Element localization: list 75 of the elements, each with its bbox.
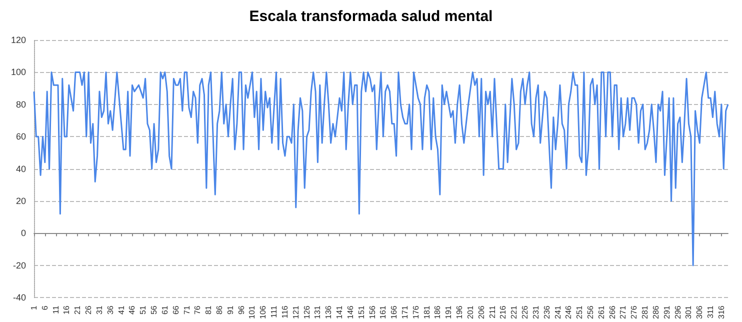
x-tick-label: 151 [356, 305, 366, 320]
x-tick-label: 311 [706, 305, 716, 318]
y-tick-label: 0 [20, 228, 26, 238]
x-tick-label: 126 [302, 305, 312, 320]
y-tick-label: -40 [12, 292, 26, 303]
x-tick-label: 281 [640, 305, 650, 320]
x-tick-label: 1 [30, 305, 38, 310]
x-tick-label: 251 [575, 305, 584, 320]
x-tick-label: 46 [128, 305, 137, 315]
x-tick-label: 306 [695, 305, 704, 320]
x-tick-label: 191 [444, 305, 454, 320]
x-tick-label: 81 [204, 305, 214, 315]
y-tick-label: 20 [16, 196, 26, 206]
x-tick-label: 271 [618, 305, 628, 320]
x-tick-label: 201 [466, 305, 475, 320]
x-tick-label: 6 [40, 305, 50, 310]
x-tick-label: 181 [422, 305, 432, 320]
x-tick-label: 61 [160, 305, 170, 315]
x-tick-label: 286 [651, 305, 660, 320]
x-tick-label: 96 [236, 305, 246, 315]
x-tick-label: 31 [94, 305, 104, 315]
x-tick-label: 56 [150, 305, 159, 315]
x-tick-label: 186 [433, 305, 442, 320]
x-tick-label: 316 [716, 305, 726, 320]
line-series [33, 71, 729, 266]
y-tick-label: 40 [16, 164, 26, 174]
x-tick-label: 246 [564, 305, 574, 320]
x-tick-label: 226 [520, 305, 530, 320]
x-tick-label: 231 [531, 305, 540, 320]
x-tick-label: 256 [586, 305, 596, 320]
x-tick-label: 131 [313, 305, 322, 320]
x-tick-label: 121 [291, 305, 300, 320]
x-tick-label: 16 [62, 305, 72, 315]
x-tick-label: 166 [390, 305, 399, 320]
x-tick-label: 176 [411, 305, 420, 320]
x-tick-label: 41 [116, 305, 126, 315]
x-tick-label: 196 [455, 305, 464, 320]
x-tick-label: 156 [368, 305, 377, 320]
x-tick-label: 71 [182, 305, 192, 315]
x-tick-label: 301 [684, 305, 694, 320]
x-tick-label: 206 [476, 305, 486, 320]
x-tick-label: 91 [226, 305, 235, 315]
x-tick-label: 291 [662, 305, 672, 320]
x-tick-label: 276 [630, 305, 639, 320]
chart-title: Escala transformada salud mental [249, 8, 493, 25]
x-tick-label: 141 [335, 305, 344, 320]
x-tick-label: 101 [248, 305, 257, 320]
x-tick-label: 211 [488, 305, 497, 318]
x-tick-label: 171 [400, 305, 410, 320]
x-tick-label: 36 [106, 305, 115, 315]
x-tick-label: 51 [138, 305, 148, 315]
x-tick-label: 66 [171, 305, 180, 315]
x-tick-label: 216 [498, 305, 508, 320]
y-tick-label: 120 [10, 35, 26, 45]
x-tick-label: 26 [84, 305, 94, 315]
x-tick-label: 136 [324, 305, 334, 320]
x-tick-label: 146 [346, 305, 355, 320]
y-tick-label: -20 [12, 260, 26, 270]
x-tick-label: 296 [673, 305, 682, 320]
x-tick-label: 116 [280, 305, 290, 318]
x-tick-label: 236 [542, 305, 552, 320]
y-tick-label: 80 [16, 99, 26, 110]
x-tick-label: 111 [270, 305, 279, 318]
x-tick-label: 106 [258, 305, 268, 320]
x-tick-label: 266 [608, 305, 617, 320]
x-tick-label: 161 [378, 305, 388, 320]
x-tick-label: 11 [51, 305, 60, 314]
x-tick-label: 221 [510, 305, 519, 320]
x-tick-label: 76 [193, 305, 202, 315]
x-tick-label: 86 [215, 305, 224, 315]
y-tick-label: 60 [16, 132, 26, 142]
y-tick-label: 100 [10, 67, 26, 78]
x-tick-label: 21 [73, 305, 82, 315]
x-tick-label: 241 [553, 305, 562, 320]
x-tick-label: 261 [596, 305, 606, 320]
